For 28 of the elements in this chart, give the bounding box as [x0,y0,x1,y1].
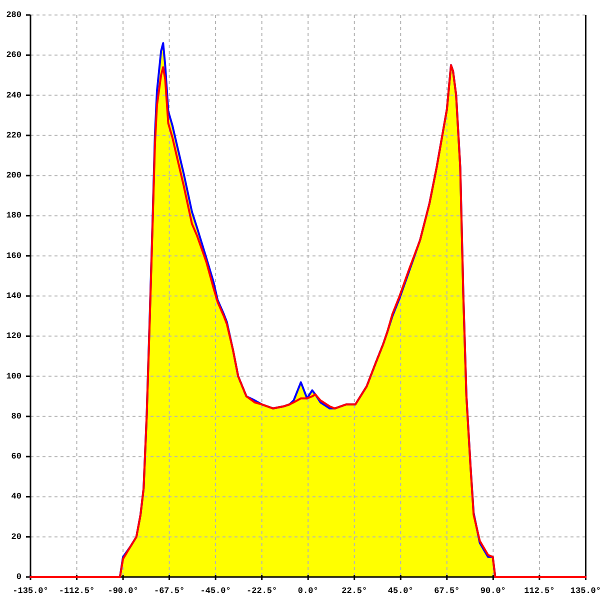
x-tick-label: 112.5° [524,586,555,596]
y-tick-label: 100 [6,371,22,382]
x-tick-label: 135.0° [570,586,600,596]
y-tick-label: 140 [6,291,22,301]
y-tick-label: 180 [6,210,22,221]
y-tick-label: 20 [11,532,22,542]
x-tick-label: -67.5° [154,586,185,596]
x-tick-label: 45.0° [388,586,414,596]
x-tick-label: -45.0° [200,586,231,596]
y-tick-label: 60 [11,452,22,462]
x-tick-label: -22.5° [246,586,278,596]
y-tick-label: 120 [6,331,22,342]
x-tick-label: -112.5° [58,586,95,596]
x-tick-label: 90.0° [480,586,506,596]
x-tick-label: -90.0° [108,586,138,596]
y-tick-label: 40 [11,492,22,502]
y-tick-label: 200 [6,170,22,181]
y-tick-label: 220 [6,130,22,140]
x-tick-label: -135.0° [12,586,48,596]
y-tick-label: 80 [11,411,22,422]
y-tick-label: 260 [6,50,22,60]
y-tick-label: 0 [16,572,22,582]
y-tick-label: 160 [6,250,22,261]
y-tick-label: 280 [6,10,22,20]
y-tick-label: 240 [6,90,22,100]
x-tick-label: 0.0° [298,586,318,596]
x-tick-label: 67.5° [434,586,460,596]
x-tick-label: 22.5° [342,586,368,596]
